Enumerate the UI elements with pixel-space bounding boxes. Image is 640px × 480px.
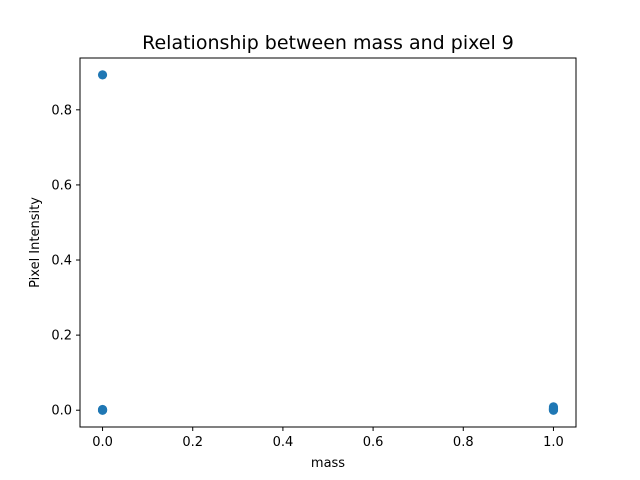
x-tick-label: 0.8 — [453, 435, 474, 450]
x-tick-label: 0.4 — [273, 435, 294, 450]
y-tick-label: 0.2 — [51, 329, 72, 344]
scatter-point — [548, 405, 559, 415]
points-layer — [97, 70, 559, 415]
chart-title: Relationship between mass and pixel 9 — [142, 32, 514, 54]
y-tick-label: 0.4 — [51, 254, 72, 269]
x-axis-label: mass — [311, 456, 345, 471]
x-axis: 0.0 0.2 0.4 0.6 0.8 1.0 — [92, 427, 564, 450]
plot-frame — [79, 57, 577, 428]
x-tick-label: 1.0 — [543, 435, 564, 450]
scatter-point — [97, 70, 108, 80]
x-tick-label: 0.2 — [182, 435, 203, 450]
x-tick-label: 0.0 — [92, 435, 113, 450]
y-axis-label: Pixel Intensity — [28, 197, 43, 288]
x-tick-label: 0.6 — [363, 435, 384, 450]
y-tick-label: 0.8 — [51, 103, 72, 118]
y-tick-label: 0.0 — [51, 404, 72, 419]
scatter-point — [97, 405, 108, 415]
y-axis: 0.0 0.2 0.4 0.6 0.8 — [51, 103, 80, 419]
y-tick-label: 0.6 — [51, 178, 72, 193]
